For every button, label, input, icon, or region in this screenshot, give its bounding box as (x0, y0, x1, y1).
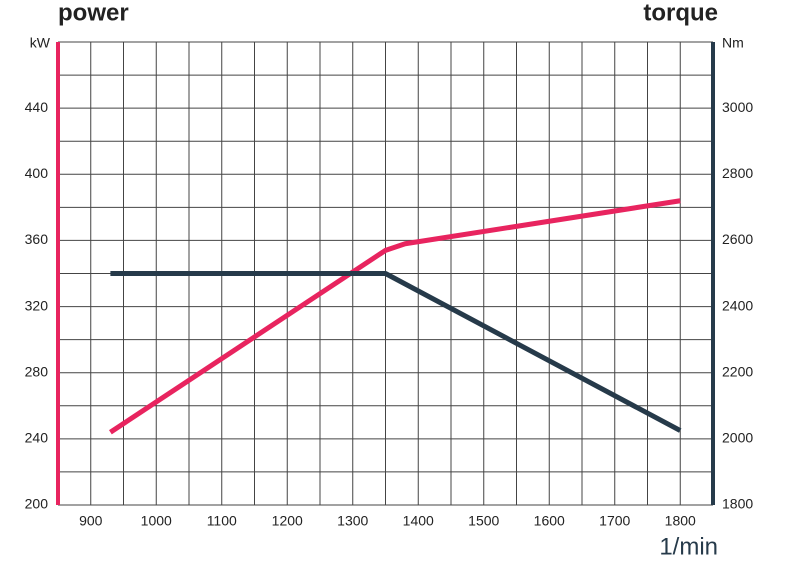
y-tick-label: 440 (25, 99, 49, 115)
series-line (109, 198, 681, 435)
y-unit: kW (30, 35, 51, 51)
x-tick-label: 1400 (403, 513, 434, 529)
x-tick-label: 900 (79, 513, 103, 529)
torque-title: torque (643, 0, 718, 26)
x-tick-label: 1100 (207, 513, 237, 529)
x-tick-label: 1200 (272, 513, 303, 529)
y-tick-label: 200 (25, 496, 49, 512)
x-tick-label: 1300 (337, 513, 368, 529)
y2-tick-label: 2800 (722, 165, 753, 181)
x-tick-label: 1500 (468, 513, 499, 529)
x-tick-label: 1700 (599, 513, 630, 529)
x-tick-label: 1000 (141, 513, 172, 529)
x-label: 1/min (659, 533, 718, 560)
power-title: power (58, 0, 129, 26)
y-tick-label: 360 (25, 231, 49, 247)
x-tick-label: 1800 (665, 513, 696, 529)
series-line (110, 271, 682, 433)
y-tick-label: 240 (25, 430, 49, 446)
y2-tick-label: 1800 (722, 496, 753, 512)
y2-tick-label: 2400 (722, 297, 753, 313)
y2-unit: Nm (722, 35, 744, 51)
y2-tick-label: 3000 (722, 99, 753, 115)
y-tick-label: 280 (25, 363, 49, 379)
y-tick-label: 400 (25, 165, 49, 181)
y2-tick-label: 2600 (722, 231, 753, 247)
x-tick-label: 1600 (534, 513, 565, 529)
y2-tick-label: 2200 (722, 363, 753, 379)
y2-tick-label: 2000 (722, 430, 753, 446)
y-tick-label: 320 (25, 297, 49, 313)
